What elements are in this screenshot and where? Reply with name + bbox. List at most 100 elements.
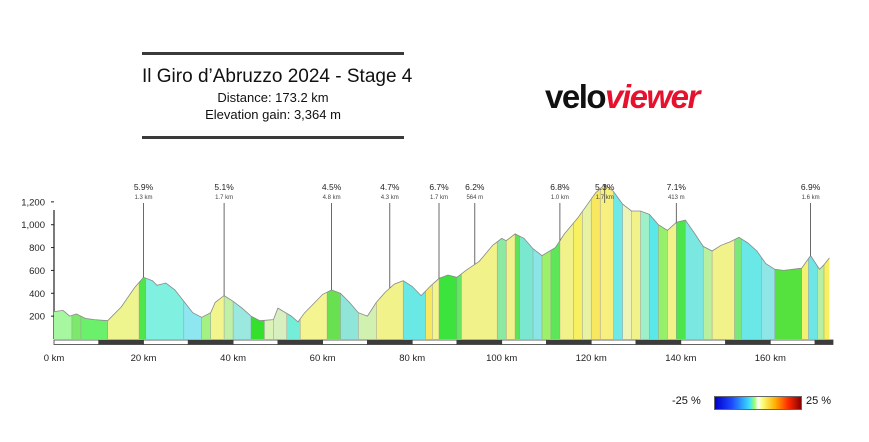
climb-length-label: 564 m [466, 195, 483, 201]
gradient-band [506, 184, 516, 339]
climb-length-label: 1.0 km [551, 195, 569, 201]
gradient-band [676, 184, 686, 339]
logo-velo: velo [545, 78, 607, 115]
x-axis-segment [53, 339, 100, 345]
y-tick-label: 400 [29, 289, 45, 300]
gradient-band [640, 184, 650, 339]
x-axis-segment [725, 339, 771, 345]
legend-max-label: 25 % [806, 395, 832, 407]
x-axis-segment [277, 339, 324, 345]
y-tick-label: 1,200 [21, 197, 45, 208]
climb-gradient-label: 6.7% [429, 182, 449, 192]
climb-length-label: 1.3 km [134, 195, 152, 201]
x-axis-segment [590, 339, 637, 345]
climb-length-label: 4.3 km [381, 195, 399, 201]
gradient-band [808, 184, 818, 339]
gradient-band [613, 184, 623, 339]
climb-length-label: 1.7 km [596, 195, 614, 201]
gradient-band [703, 184, 713, 339]
gradient-band [631, 184, 641, 339]
x-tick-label: 0 km [44, 353, 65, 364]
gradient-band [824, 184, 830, 339]
x-tick-label: 100 km [486, 353, 517, 364]
climb-gradient-label: 6.2% [465, 182, 485, 192]
gradient-band [591, 184, 601, 339]
gradient-band [264, 184, 274, 339]
gradient-band [550, 184, 561, 339]
x-axis-segment [769, 339, 816, 345]
gradient-band [542, 184, 552, 339]
climb-length-label: 413 m [668, 195, 685, 201]
gradient-band [712, 184, 735, 339]
x-axis-segment [546, 339, 592, 345]
gradient-band [497, 184, 507, 339]
x-axis-segment [187, 339, 234, 345]
gradient-band [80, 184, 109, 339]
x-axis-segment [98, 339, 145, 345]
stage-title: Il Giro d’Abruzzo 2024 - Stage 4 [142, 66, 413, 87]
x-axis-segment [814, 339, 834, 345]
x-axis-segment [322, 339, 368, 345]
x-tick-label: 140 km [665, 353, 696, 364]
x-axis-segment [232, 339, 279, 345]
legend-color-bar [714, 396, 802, 410]
climb-length-label: 1.7 km [215, 195, 233, 201]
gradient-band [649, 184, 659, 339]
climb-gradient-label: 5.1% [214, 182, 234, 192]
gradient-band [515, 184, 520, 339]
gradient-band [286, 184, 301, 339]
climb-markers: 5.9% 1.3 km 5.1% 1.7 km 4.5% 4.8 km 4.7% 4.3 km… [134, 182, 821, 296]
x-axis-segment [143, 339, 189, 345]
legend-min-label: -25 % [672, 395, 701, 407]
y-tick-label: 200 [29, 312, 45, 323]
climb-length-label: 4.8 km [323, 195, 341, 201]
veloviewer-logo: veloviewer [545, 78, 700, 116]
x-tick-label: 40 km [220, 353, 246, 364]
y-tick-label: 1,000 [21, 220, 45, 231]
gradient-band [582, 184, 592, 339]
gradient-band [183, 184, 203, 339]
gradient-band [456, 184, 462, 339]
gradient-band [533, 184, 543, 339]
x-tick-label: 120 km [576, 353, 607, 364]
gradient-band [774, 184, 803, 339]
y-tick-label: 600 [29, 266, 45, 277]
x-axis: 0 km 20 km 40 km 60 km 80 km 100 km 120 km 140 … [44, 339, 834, 364]
gradient-band [340, 184, 359, 339]
gradient-band [251, 184, 265, 339]
climb-gradient-label: 4.5% [322, 182, 342, 192]
gradient-band [685, 184, 704, 339]
x-tick-label: 80 km [399, 353, 425, 364]
bottom-rule [142, 136, 404, 139]
climb-gradient-label: 6.8% [550, 182, 570, 192]
top-rule [142, 52, 404, 55]
x-tick-label: 60 km [310, 353, 336, 364]
climb-gradient-label: 4.7% [380, 182, 400, 192]
logo-viewer: viewer [605, 78, 700, 115]
distance-text: Distance: 173.2 km [217, 90, 329, 105]
x-axis-segment [366, 339, 413, 345]
x-axis-segment [501, 339, 547, 345]
climb-gradient-label: 5.9% [134, 182, 154, 192]
climb-gradient-label: 6.9% [801, 182, 821, 192]
title-block: Il Giro d’Abruzzo 2024 - Stage 4 Distanc… [142, 52, 413, 139]
gradient-band [54, 184, 73, 339]
x-axis-segment [411, 339, 458, 345]
climb-length-label: 1.7 km [430, 195, 448, 201]
gradient-band [403, 184, 426, 339]
x-axis-segment [635, 339, 682, 345]
x-tick-label: 20 km [131, 353, 157, 364]
gradient-band [658, 184, 668, 339]
climb-gradient-label: 7.1% [667, 182, 687, 192]
x-axis-segment [456, 339, 503, 345]
gradient-band [622, 184, 632, 339]
climb-gradient-label: 5.3% [595, 182, 615, 192]
climb-length-label: 1.6 km [802, 195, 820, 201]
gradient-band [761, 184, 776, 339]
gradient-band [600, 184, 614, 339]
gradient-band [667, 184, 677, 339]
y-tick-label: 800 [29, 243, 45, 254]
x-axis-segment [680, 339, 726, 345]
gradient-band [573, 184, 583, 339]
